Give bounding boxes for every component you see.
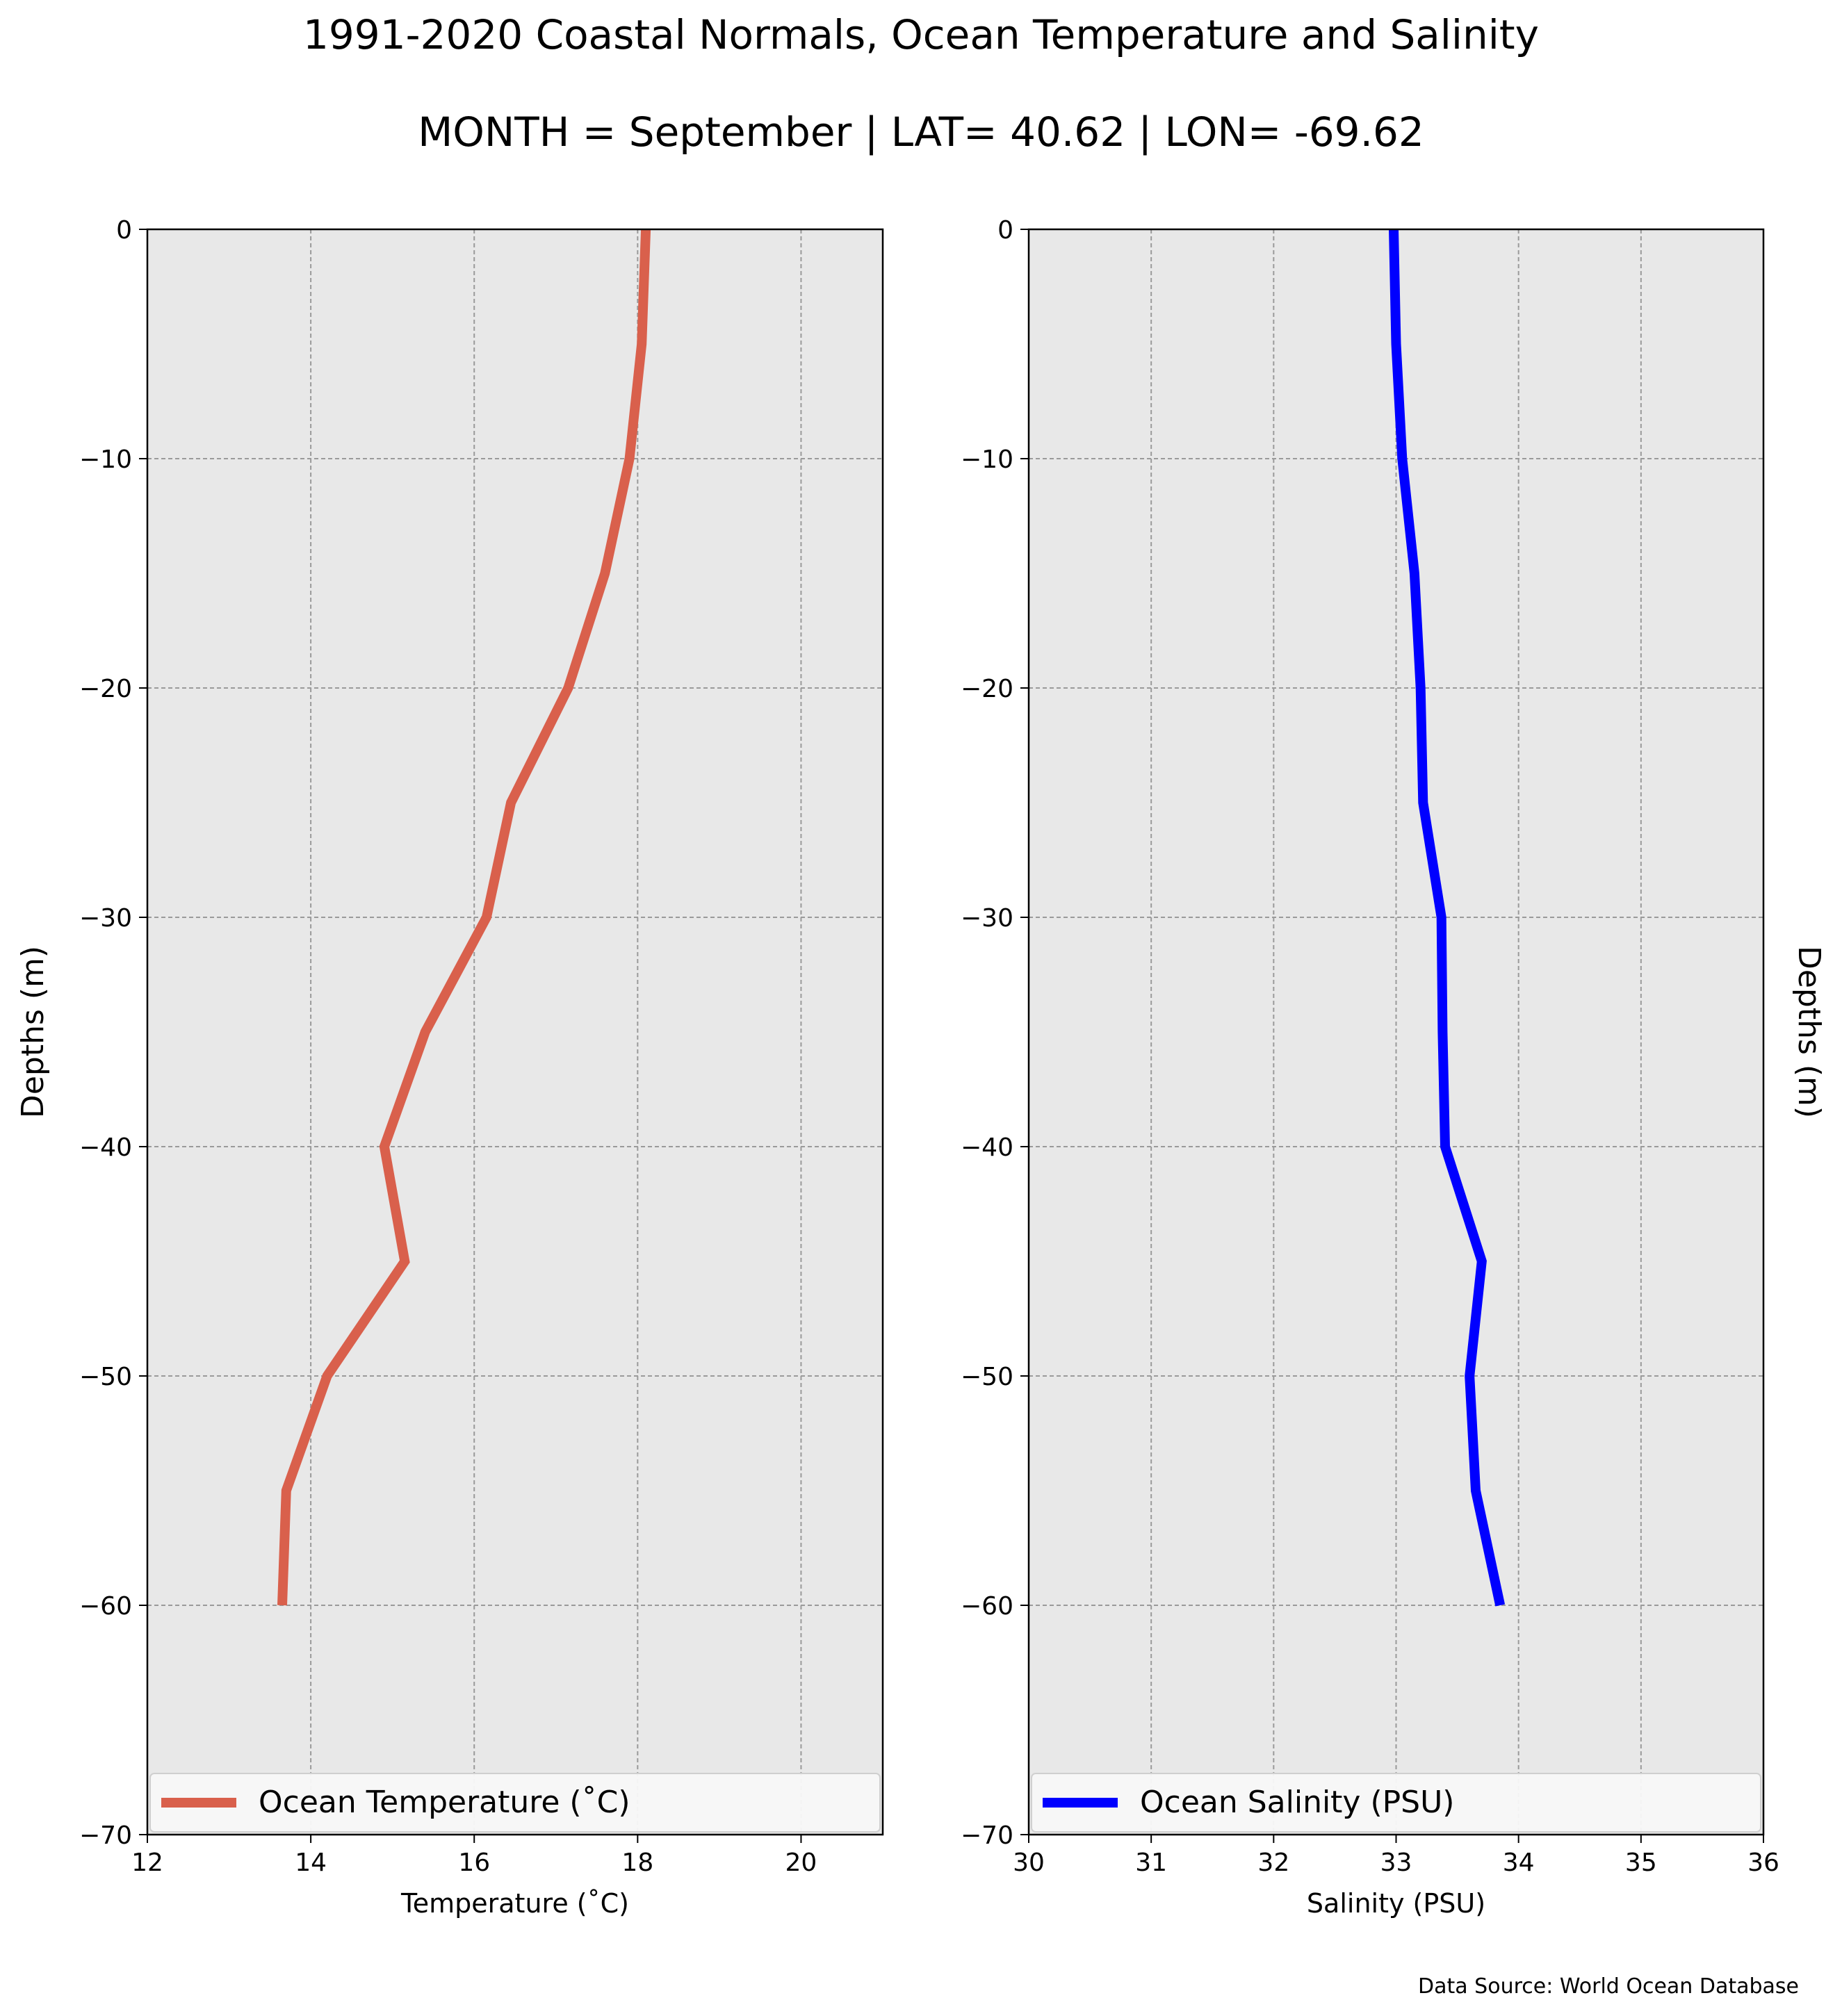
salinity-ytick-label: −20 bbox=[961, 675, 1013, 703]
temperature-ytick-label: −20 bbox=[79, 675, 132, 703]
salinity-ytick-label: 0 bbox=[997, 216, 1013, 245]
salinity-ytick-label: −10 bbox=[961, 445, 1013, 474]
salinity-ytick-label: −70 bbox=[961, 1821, 1013, 1850]
temperature-plot-area bbox=[147, 229, 883, 1835]
temperature-ytick-label: −40 bbox=[79, 1133, 132, 1162]
temperature-xtick-label: 12 bbox=[131, 1849, 163, 1877]
temperature-xaxis-label: Temperature (˚C) bbox=[400, 1888, 629, 1919]
salinity-legend-box bbox=[1031, 1773, 1761, 1833]
temperature-ytick-label: 0 bbox=[116, 216, 132, 245]
salinity-ytick-label: −60 bbox=[961, 1592, 1013, 1621]
temperature-panel: 12 14 16 18 20 0 −10 −20 −30 −40 −50 −60 −70 Temperat… bbox=[15, 216, 884, 1919]
salinity-xtick-label: 35 bbox=[1625, 1849, 1657, 1877]
temperature-ytick-label: −60 bbox=[79, 1592, 132, 1621]
salinity-xaxis-label: Salinity (PSU) bbox=[1307, 1888, 1485, 1919]
salinity-legend: Ocean Salinity (PSU) bbox=[1031, 1773, 1761, 1833]
salinity-yaxis-label: Depths (m) bbox=[1791, 946, 1827, 1118]
salinity-xtick-label: 31 bbox=[1135, 1849, 1167, 1877]
data-source-footnote: Data Source: World Ocean Database bbox=[1418, 1974, 1799, 1999]
temperature-series-line bbox=[277, 229, 651, 1606]
temperature-legend: Ocean Temperature (˚C) bbox=[149, 1773, 881, 1833]
temperature-ytick-label: −50 bbox=[79, 1363, 132, 1391]
temperature-ytick-label: −30 bbox=[79, 904, 132, 933]
figure-subtitle: MONTH = September | LAT= 40.62 | LON= -6… bbox=[418, 108, 1424, 156]
salinity-xtick-label: 30 bbox=[1013, 1849, 1045, 1877]
temperature-xtick-label: 14 bbox=[295, 1849, 327, 1877]
figure-title: 1991-2020 Coastal Normals, Ocean Tempera… bbox=[303, 11, 1539, 58]
temperature-legend-label: Ocean Temperature (˚C) bbox=[259, 1785, 630, 1820]
temperature-xtick-label: 18 bbox=[621, 1849, 653, 1877]
salinity-ytick-label: −50 bbox=[961, 1363, 1013, 1391]
salinity-xtick-label: 33 bbox=[1380, 1849, 1412, 1877]
temperature-ytick-label: −10 bbox=[79, 445, 132, 474]
temperature-legend-box bbox=[149, 1773, 881, 1833]
salinity-ytick-label: −30 bbox=[961, 904, 1013, 933]
salinity-xtick-label: 34 bbox=[1503, 1849, 1535, 1877]
temperature-yaxis-label: Depths (m) bbox=[15, 946, 51, 1118]
temperature-xtick-label: 20 bbox=[785, 1849, 817, 1877]
temperature-xtick-label: 16 bbox=[458, 1849, 490, 1877]
salinity-panel: 30 31 32 33 34 35 36 0 −10 −20 −30 −40 −50 −60 −70 Sali… bbox=[961, 216, 1827, 1919]
temperature-ytick-label: −70 bbox=[79, 1821, 132, 1850]
salinity-xtick-label: 36 bbox=[1747, 1849, 1779, 1877]
salinity-series-line bbox=[1389, 229, 1506, 1607]
salinity-legend-label: Ocean Salinity (PSU) bbox=[1140, 1785, 1454, 1820]
temperature-axes-frame bbox=[146, 228, 884, 1836]
salinity-ytick-label: −40 bbox=[961, 1133, 1013, 1162]
salinity-xtick-label: 32 bbox=[1257, 1849, 1289, 1877]
